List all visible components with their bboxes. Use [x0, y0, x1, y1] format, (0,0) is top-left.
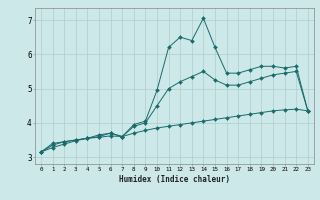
X-axis label: Humidex (Indice chaleur): Humidex (Indice chaleur) [119, 175, 230, 184]
